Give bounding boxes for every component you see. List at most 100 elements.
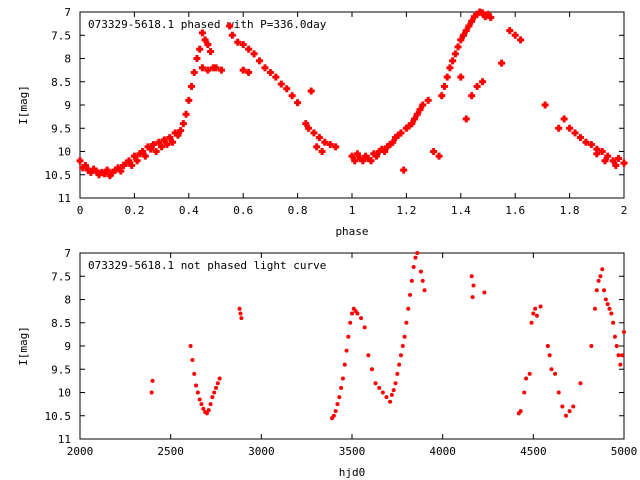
data-point [239,316,244,321]
data-point [344,348,349,353]
data-point [589,344,594,348]
data-point [598,148,606,155]
data-point [283,85,291,93]
data-point [228,31,236,39]
data-point [600,267,605,272]
x-tick-label: 0.4 [179,204,199,217]
data-point [192,371,197,376]
x-tick-label: 1.2 [396,204,416,217]
data-point [622,330,626,335]
data-point [149,141,157,149]
data-point [367,157,375,165]
y-tick-label: 8 [64,53,71,66]
x-tick-label: 0.8 [288,204,308,217]
data-point [406,306,411,311]
data-point [182,110,190,118]
data-point [602,288,607,293]
unphased-plot-frame [79,252,625,440]
data-point [310,129,318,137]
data-point [294,99,302,107]
data-point [277,80,285,88]
data-point [389,392,394,397]
data-point [482,290,487,295]
data-point [612,334,617,339]
data-point [411,115,419,123]
y-tick-label: 9 [64,99,71,112]
data-point [150,378,155,383]
data-point [342,362,347,367]
data-point [614,344,619,348]
data-point [272,73,280,81]
data-point [611,320,616,325]
data-point [214,385,218,390]
data-point [598,274,603,279]
data-point [612,161,620,169]
data-point [462,27,470,35]
data-point [193,55,201,62]
data-point [332,143,340,151]
data-point [208,402,213,407]
data-point [609,311,614,316]
data-point [473,82,481,90]
x-tick-label: 3000 [248,445,275,458]
data-point [155,138,163,146]
data-point [567,409,572,414]
data-point [395,371,400,376]
data-point [359,157,367,165]
x-tick-label: 2000 [67,445,94,458]
data-point [400,166,408,174]
data-point [538,304,543,309]
unphased-light-curve-panel: 073329-5618.1 not phased light curve hjd… [17,247,637,479]
unphased-x-axis-label: hjd0 [339,466,366,479]
data-point [462,115,470,123]
data-point [457,36,465,44]
data-point [416,106,424,114]
data-point [321,138,329,146]
data-point [188,82,196,90]
data-point [139,148,147,155]
data-point [197,397,202,402]
phased-plot-title: 073329-5618.1 phased with P=336.0day [88,18,327,31]
x-tick-label: 2 [621,204,628,217]
y-tick-label: 9.5 [51,363,71,376]
data-point [168,138,176,146]
data-point [576,134,584,142]
y-tick-label: 11 [58,192,71,205]
unphased-data-points [149,251,626,421]
data-point [384,395,389,400]
x-tick-label: 4000 [429,445,456,458]
data-point [413,255,418,260]
data-point [103,166,111,174]
data-point [207,48,215,56]
data-point [487,14,495,22]
data-point [210,395,215,400]
x-tick-label: 2500 [157,445,184,458]
data-point [158,143,166,151]
unphased-plot-title: 073329-5618.1 not phased light curve [88,259,326,272]
data-point [556,390,561,395]
data-point [593,150,601,158]
data-point [204,66,212,74]
data-point [288,92,296,100]
y-tick-label: 7.5 [51,270,71,283]
data-point [380,390,385,395]
data-point [355,311,360,316]
y-tick-label: 11 [58,433,71,446]
data-point [160,136,168,144]
data-point [418,269,423,274]
data-point [333,409,338,414]
data-point [553,371,558,376]
data-point [339,385,344,390]
data-point [409,278,414,283]
data-point [335,402,340,407]
data-point [460,31,468,39]
data-point [166,134,174,142]
data-point [522,390,527,395]
x-tick-label: 1.8 [560,204,580,217]
phased-light-curve-panel: 073329-5618.1 phased with P=336.0day pha… [17,6,628,238]
data-point [391,388,396,393]
data-point [524,376,529,381]
phased-axis-ticks: 0 0.2 0.4 0.6 0.8 1 1.2 1.4 1.6 1.8 2 7 7.5 8 8.5 9 9.5 1… [45,6,628,217]
data-point [609,157,617,165]
